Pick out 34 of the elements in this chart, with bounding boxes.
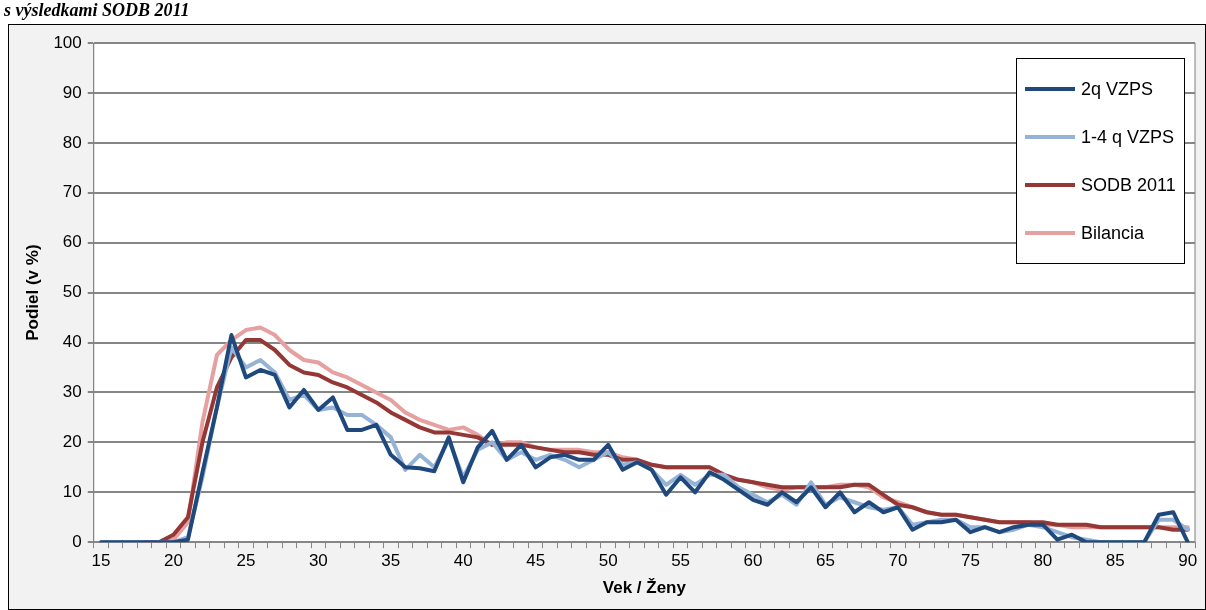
x-tick-label: 60 [743,551,763,571]
y-tick-label: 40 [62,332,82,352]
x-axis-title: Vek / Ženy [602,578,687,598]
x-tick-label: 30 [308,551,328,571]
chart-title: s výsledkami SODB 2011 [4,0,190,21]
x-tick-label: 85 [1105,551,1125,571]
x-tick-label: 90 [1178,551,1198,571]
legend-label: 1-4 q VZPS [1081,126,1175,148]
y-tick-label: 10 [62,481,82,501]
x-tick-label: 70 [888,551,908,571]
y-tick-label: 20 [62,432,82,452]
x-tick-label: 45 [526,551,546,571]
y-tick-label: 50 [62,282,82,302]
y-tick-label: 70 [62,182,82,202]
y-tick-label: 60 [62,232,82,252]
x-tick-label: 35 [381,551,401,571]
y-tick-label: 0 [72,531,82,551]
x-tick-label: 55 [671,551,691,571]
x-tick-label: 65 [816,551,835,571]
x-tick-label: 25 [236,551,256,571]
x-tick-label: 40 [453,551,473,571]
x-tick-label: 20 [164,551,183,571]
legend-label: SODB 2011 [1081,174,1176,196]
x-tick-label: 50 [598,551,618,571]
y-tick-label: 90 [62,82,82,102]
y-tick-label: 30 [62,382,82,402]
x-tick-label: 80 [1033,551,1053,571]
legend-label: Bilancia [1081,222,1145,244]
legend-label: 2q VZPS [1081,78,1154,100]
y-tick-label: 80 [62,132,82,152]
x-tick-label: 75 [960,551,980,571]
y-axis-title: Podiel (v %) [22,244,42,341]
y-tick-label: 100 [53,32,82,52]
x-tick-label: 15 [91,551,111,571]
